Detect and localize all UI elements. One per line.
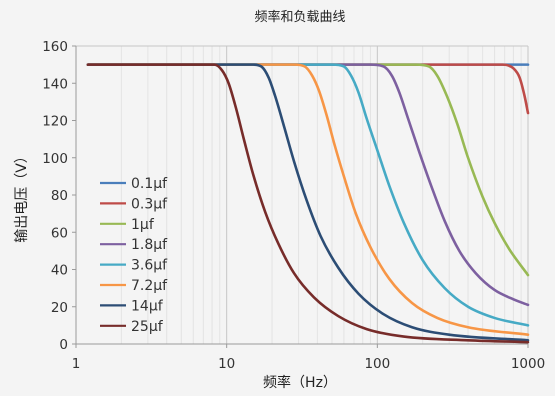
chart-title: 频率和负载曲线 xyxy=(254,9,345,25)
legend-label: 14μf xyxy=(131,298,164,314)
axes: 0 20 40 60 80 100 120 140 160 1 10 100 1000 xyxy=(42,39,545,372)
y-tick-label: 20 xyxy=(51,300,68,316)
x-axis-title: 频率（Hz） xyxy=(263,374,337,391)
series-line-5 xyxy=(86,63,530,327)
y-tick-label: 40 xyxy=(51,263,68,279)
legend-label: 0.3μf xyxy=(131,196,168,212)
y-tick-label: 160 xyxy=(42,39,68,55)
legend-label: 1.8μf xyxy=(131,237,168,253)
legend: 0.1μf 0.3μf 1μf 1.8μf 3.6μf 7.2μf 14μf 25μf xyxy=(100,176,168,335)
series-line-8 xyxy=(86,63,530,344)
legend-label: 1μf xyxy=(131,217,155,233)
grid xyxy=(76,45,529,344)
legend-label: 0.1μf xyxy=(131,176,168,192)
y-axis-title: 输出电压（V） xyxy=(14,149,30,243)
y-tick-label: 60 xyxy=(51,225,68,241)
y-tick-label: 140 xyxy=(42,76,68,92)
series-lines xyxy=(86,63,530,344)
series-line-7 xyxy=(86,63,530,342)
y-tick-label: 0 xyxy=(59,337,68,353)
legend-label: 25μf xyxy=(131,319,164,335)
y-tick-label: 100 xyxy=(42,151,68,167)
y-tick-label: 120 xyxy=(42,114,68,130)
x-tick-label: 1 xyxy=(72,356,81,372)
legend-label: 7.2μf xyxy=(131,278,168,294)
series-line-6 xyxy=(86,63,530,336)
series-line-2 xyxy=(86,63,530,115)
y-tick-label: 80 xyxy=(51,188,68,204)
x-tick-label: 100 xyxy=(364,356,390,372)
legend-label: 3.6μf xyxy=(131,258,168,274)
x-tick-label: 1000 xyxy=(511,356,545,372)
x-tick-label: 10 xyxy=(218,356,235,372)
series-line-4 xyxy=(86,63,530,307)
